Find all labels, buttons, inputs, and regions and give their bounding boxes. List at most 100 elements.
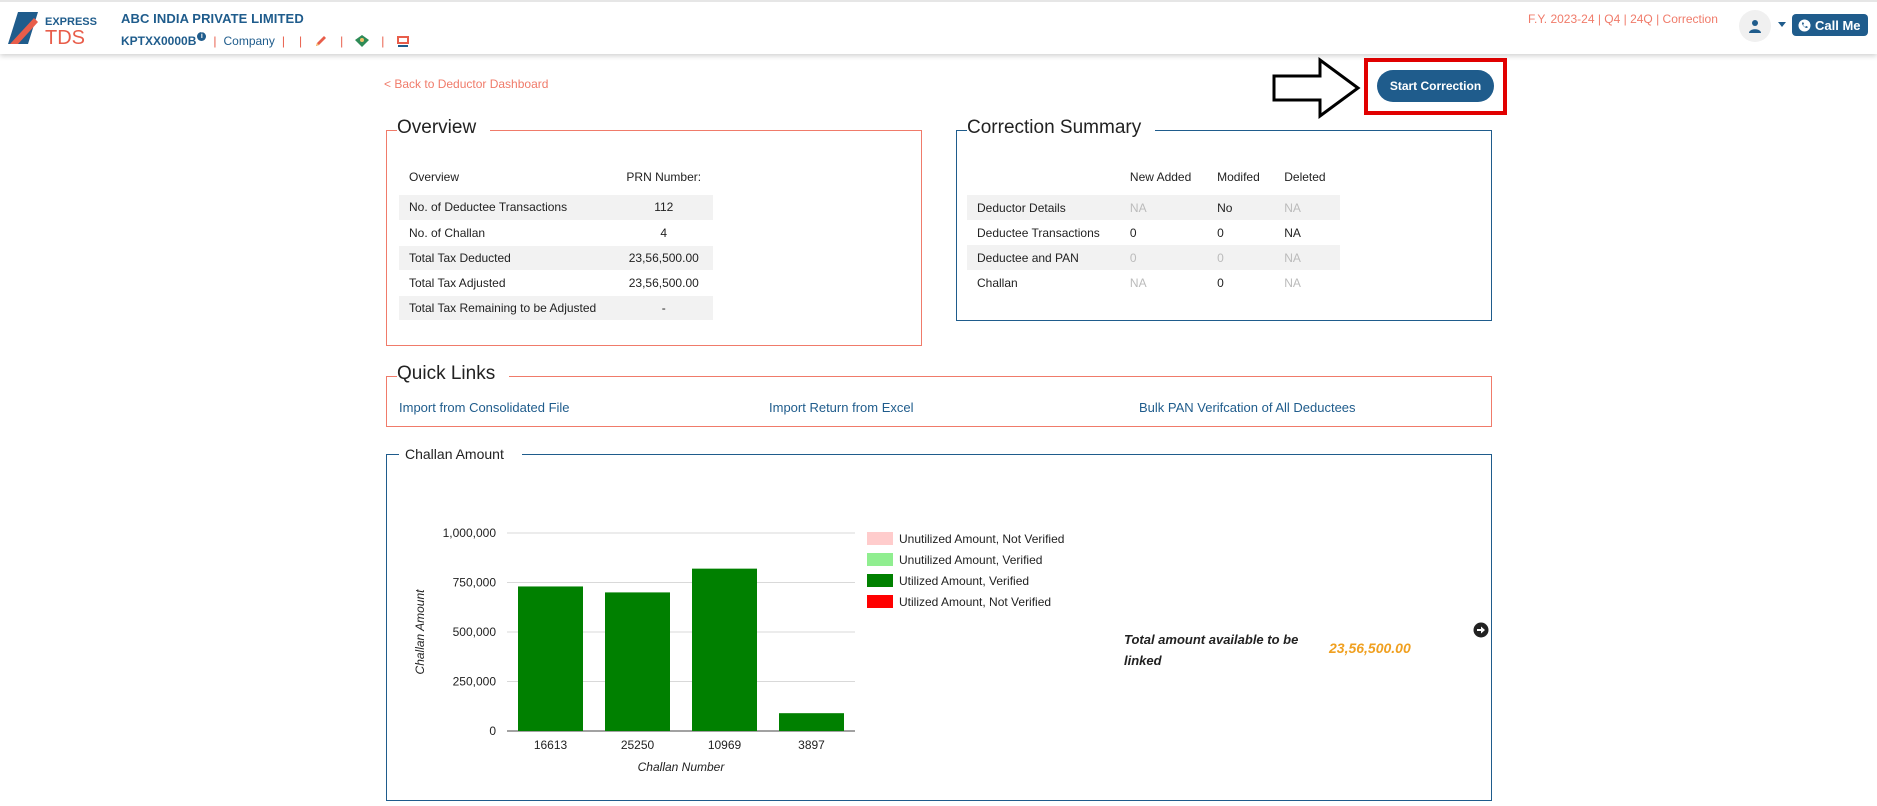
table-row: Total Tax Adjusted 23,56,500.00 <box>399 270 713 296</box>
info-icon[interactable]: i <box>197 31 207 41</box>
company-name: ABC INDIA PRIVATE LIMITED <box>121 11 304 26</box>
user-menu-button[interactable] <box>1739 10 1771 42</box>
x-tick-label: 25250 <box>621 738 655 752</box>
row-label: Challan <box>977 275 1018 290</box>
separator: | <box>213 34 217 48</box>
express-tds-logo[interactable]: EXPRESS TDS <box>8 10 104 49</box>
column-header: New Added <box>1129 170 1192 184</box>
deleted-cell: NA <box>1284 225 1301 240</box>
tan-number: KPTXX0000B <box>121 34 197 48</box>
bar-16613-series-2 <box>518 586 583 731</box>
pointer-arrow-annotation <box>1272 57 1361 119</box>
table-row: Deductee Transactions 0 0 NA <box>967 220 1340 245</box>
back-to-dashboard-link[interactable]: < Back to Deductor Dashboard <box>384 77 549 91</box>
highlight-frame <box>1364 58 1507 115</box>
overview-title: Overview <box>397 117 491 139</box>
legend-label: Utilized Amount, Not Verified <box>899 595 1051 609</box>
legend-label: Unutilized Amount, Verified <box>899 553 1042 567</box>
row-value: 23,56,500.00 <box>614 245 713 271</box>
y-axis-title: Challan Amount <box>413 589 427 675</box>
row-value: - <box>614 295 713 321</box>
table-row: Deductor Details NA No NA <box>967 195 1340 220</box>
table-row: No. of Deductee Transactions 112 <box>399 195 713 221</box>
total-available-value: 23,56,500.00 <box>1329 640 1411 656</box>
entity-type: Company <box>223 34 275 48</box>
bar-25250-series-2 <box>605 592 670 731</box>
row-label: Total Tax Remaining to be Adjusted <box>399 295 615 321</box>
modified-cell: No <box>1207 195 1275 220</box>
arrow-right-circle-icon[interactable] <box>1473 622 1489 638</box>
emblem-icon[interactable] <box>354 34 370 48</box>
modified-cell: 0 <box>1207 245 1275 270</box>
overview-table: Overview PRN Number: No. of Deductee Tra… <box>399 159 713 321</box>
row-value: 23,56,500.00 <box>614 270 713 296</box>
correction-summary-title: Correction Summary <box>967 117 1156 139</box>
call-me-label: Call Me <box>1815 17 1861 33</box>
logo-bottom-text: TDS <box>45 27 85 46</box>
chevron-down-icon[interactable] <box>1778 22 1786 27</box>
column-header: Overview <box>409 170 460 184</box>
legend-label: Utilized Amount, Verified <box>899 574 1029 588</box>
new-added-cell: 0 <box>1119 245 1208 270</box>
y-tick-label: 250,000 <box>453 675 497 689</box>
row-label: Deductee and PAN <box>967 245 1120 270</box>
separator: | <box>298 34 303 48</box>
edit-pencil-icon[interactable] <box>313 34 329 48</box>
deleted-cell: NA <box>1284 275 1301 290</box>
y-tick-label: 1,000,000 <box>443 526 497 540</box>
certificate-icon[interactable] <box>395 34 411 48</box>
row-label: Deductor Details <box>967 195 1120 220</box>
table-row: Challan NA 0 NA <box>967 270 1340 295</box>
new-added-cell: NA <box>1129 275 1147 290</box>
row-value: 4 <box>614 220 713 246</box>
quick-links-panel: Quick Links Import from Consolidated Fil… <box>386 363 1492 427</box>
correction-summary-table: New Added Modifed Deleted Deductor Detai… <box>967 159 1340 295</box>
bar-10969-series-2 <box>692 568 757 731</box>
phone-icon <box>1798 19 1811 31</box>
column-header <box>967 159 1120 195</box>
legend-swatch <box>867 574 893 587</box>
challan-amount-title: Challan Amount <box>399 446 522 462</box>
x-axis-title: Challan Number <box>638 760 726 774</box>
import-consolidated-file-link[interactable]: Import from Consolidated File <box>399 400 570 415</box>
call-me-button[interactable]: Call Me <box>1792 14 1868 36</box>
row-value: 112 <box>614 195 713 221</box>
financial-year-info: F.Y. 2023-24 | Q4 | 24Q | Correction <box>1528 12 1718 26</box>
new-added-cell: 0 <box>1129 225 1137 240</box>
new-added-cell: NA <box>1119 195 1208 220</box>
x-tick-label: 3897 <box>798 738 825 752</box>
row-label: Deductee Transactions <box>977 225 1100 240</box>
start-correction-button[interactable]: Start Correction <box>1377 70 1494 102</box>
challan-chart: 0 250,000 500,000 750,000 1,000,000 16613 2525… <box>413 526 1064 774</box>
column-header: Modifed <box>1217 170 1260 184</box>
total-available-label: Total amount available to be linked <box>1124 632 1299 668</box>
deleted-cell: NA <box>1274 245 1340 270</box>
separator: | <box>381 34 385 48</box>
logo-top-text: EXPRESS <box>45 16 97 28</box>
x-tick-label: 10969 <box>708 738 742 752</box>
y-tick-label: 500,000 <box>453 625 497 639</box>
row-label: No. of Challan <box>399 220 615 246</box>
bulk-pan-verification-link[interactable]: Bulk PAN Verifcation of All Deductees <box>1139 400 1356 415</box>
legend-swatch <box>867 553 893 566</box>
import-return-excel-link[interactable]: Import Return from Excel <box>769 400 914 415</box>
modified-cell: 0 <box>1217 225 1224 240</box>
row-label: No. of Deductee Transactions <box>399 195 615 221</box>
y-tick-label: 750,000 <box>453 576 497 590</box>
overview-panel: Overview Overview PRN Number: No. of Ded… <box>386 117 922 346</box>
top-header: EXPRESS TDS ABC INDIA PRIVATE LIMITED KP… <box>0 0 1877 54</box>
correction-summary-panel: Correction Summary New Added Modifed Del… <box>956 117 1492 321</box>
column-header: PRN Number: <box>626 170 702 184</box>
separator: | <box>281 34 285 48</box>
row-label: Total Tax Deducted <box>399 245 615 271</box>
deleted-cell: NA <box>1274 195 1340 220</box>
legend-swatch <box>867 595 893 608</box>
separator: | <box>340 34 344 48</box>
row-label: Total Tax Adjusted <box>399 270 615 296</box>
table-row: Total Tax Remaining to be Adjusted - <box>399 295 713 321</box>
user-icon <box>1749 20 1761 33</box>
table-row: Deductee and PAN 0 0 NA <box>967 245 1340 270</box>
bar-3897-series-2 <box>779 713 844 731</box>
table-row: No. of Challan 4 <box>399 220 713 246</box>
challan-amount-panel: Challan Amount 0 250,000 500,000 750,000 1,0… <box>386 446 1492 801</box>
